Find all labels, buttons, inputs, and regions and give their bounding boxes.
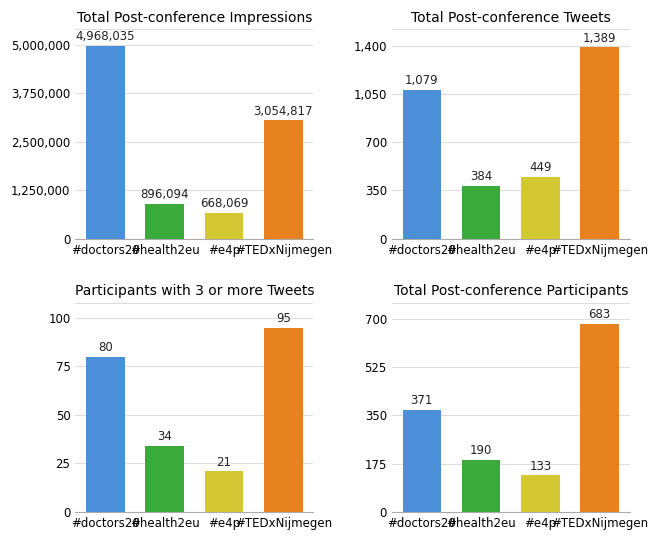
- Text: 80: 80: [98, 341, 113, 354]
- Bar: [521, 476, 560, 512]
- Bar: [403, 410, 441, 512]
- Bar: [86, 357, 125, 512]
- Bar: [264, 327, 302, 512]
- Bar: [403, 90, 441, 239]
- Bar: [264, 120, 302, 239]
- Text: 4,968,035: 4,968,035: [76, 30, 135, 43]
- Title: Total Post-conference Impressions: Total Post-conference Impressions: [77, 11, 312, 25]
- Text: 133: 133: [529, 460, 552, 473]
- Text: 21: 21: [216, 456, 232, 469]
- Text: 384: 384: [470, 170, 492, 183]
- Bar: [521, 177, 560, 239]
- Title: Participants with 3 or more Tweets: Participants with 3 or more Tweets: [75, 285, 314, 299]
- Text: 896,094: 896,094: [141, 188, 189, 201]
- Text: 34: 34: [157, 431, 172, 444]
- Title: Total Post-conference Tweets: Total Post-conference Tweets: [411, 11, 610, 25]
- Text: 1,079: 1,079: [405, 74, 439, 88]
- Bar: [145, 204, 184, 239]
- Bar: [205, 471, 244, 512]
- Bar: [86, 46, 125, 239]
- Text: 371: 371: [411, 394, 433, 407]
- Bar: [462, 460, 500, 512]
- Bar: [580, 47, 619, 239]
- Bar: [205, 213, 244, 239]
- Bar: [462, 186, 500, 239]
- Text: 683: 683: [589, 308, 610, 321]
- Text: 668,069: 668,069: [200, 197, 248, 210]
- Text: 3,054,817: 3,054,817: [253, 104, 313, 117]
- Bar: [580, 324, 619, 512]
- Text: 1,389: 1,389: [583, 31, 616, 44]
- Title: Total Post-conference Participants: Total Post-conference Participants: [393, 285, 628, 299]
- Text: 449: 449: [529, 161, 552, 174]
- Bar: [145, 446, 184, 512]
- Text: 95: 95: [276, 312, 290, 325]
- Text: 190: 190: [470, 444, 492, 457]
